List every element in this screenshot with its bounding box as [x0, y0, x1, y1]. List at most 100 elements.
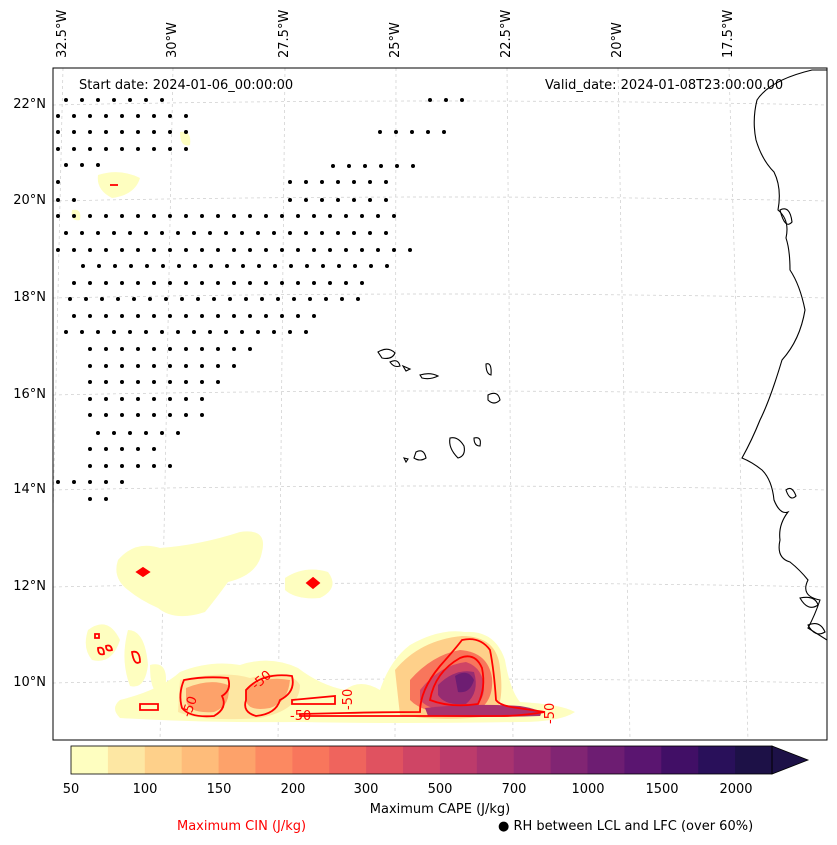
rh-dot: [264, 314, 268, 318]
rh-dot: [248, 281, 252, 285]
rh-dot: [244, 297, 248, 301]
africa-coastline: [741, 69, 827, 641]
rh-dot: [288, 198, 292, 202]
rh-dot: [112, 231, 116, 235]
rh-dot: [208, 330, 212, 334]
island-santo-antao: [377, 348, 396, 359]
rh-dot: [72, 281, 76, 285]
rh-dot: [80, 330, 84, 334]
rh-dot: [96, 330, 100, 334]
rh-dot: [72, 480, 76, 484]
colorbar-swatch: [292, 746, 330, 774]
rh-dot: [136, 130, 140, 134]
rh-dot: [320, 198, 324, 202]
rh-dot: [384, 180, 388, 184]
rh-dot: [184, 248, 188, 252]
cin-contour-labels: -50 -50 -50 -50 -50: [180, 668, 558, 724]
lat-label: 22°N: [13, 97, 46, 112]
rh-dot-field: [56, 98, 464, 501]
rh-dot: [180, 297, 184, 301]
rh-dot: [408, 248, 412, 252]
rh-dot: [304, 198, 308, 202]
rh-dot: [152, 214, 156, 218]
colorbar-tick: 100: [132, 782, 158, 797]
rh-dot: [184, 214, 188, 218]
rh-dot: [104, 447, 108, 451]
colorbar-tick: 1000: [571, 782, 605, 797]
rh-dot: [128, 98, 132, 102]
rh-dot: [56, 480, 60, 484]
island-boa-vista: [487, 392, 501, 404]
rh-dot: [104, 147, 108, 151]
rh-dot: [200, 380, 204, 384]
rh-dot: [216, 314, 220, 318]
rh-dot: [148, 297, 152, 301]
rh-dot: [304, 330, 308, 334]
colorbar-swatch: [403, 746, 441, 774]
rh-dot: [356, 297, 360, 301]
island-brava: [402, 457, 409, 464]
rh-dot: [168, 314, 172, 318]
rh-dot: [104, 413, 108, 417]
rh-dot: [385, 264, 389, 268]
rh-dot: [248, 347, 252, 351]
rh-dot: [296, 314, 300, 318]
colorbar-tick: 1500: [645, 782, 679, 797]
rh-dot: [120, 480, 124, 484]
cin-label: -50: [180, 694, 201, 719]
legend-cin: Maximum CIN (J/kg): [177, 819, 307, 834]
cin-label: -50: [543, 703, 558, 724]
rh-dot: [184, 147, 188, 151]
rh-dot: [168, 464, 172, 468]
colorbar-swatch: [735, 746, 773, 774]
rh-dot: [88, 397, 92, 401]
lon-label: 25°W: [388, 22, 403, 58]
rh-dot: [88, 497, 92, 501]
rh-dot: [280, 248, 284, 252]
rh-dot: [378, 130, 382, 134]
rh-dot: [88, 413, 92, 417]
colorbar-tick: 150: [206, 782, 232, 797]
rh-dot: [426, 130, 430, 134]
start-date: Start date: 2024-01-06_00:00:00: [79, 78, 294, 93]
rh-dot: [224, 231, 228, 235]
rh-dot: [84, 297, 88, 301]
rh-dot: [296, 248, 300, 252]
rh-dot: [64, 98, 68, 102]
rh-dot: [144, 431, 148, 435]
rh-dot: [184, 347, 188, 351]
rh-dot: [80, 231, 84, 235]
rh-dot: [240, 231, 244, 235]
rh-dot: [216, 364, 220, 368]
colorbar-swatch: [624, 746, 662, 774]
rh-dot: [304, 180, 308, 184]
colorbar-swatch: [144, 746, 183, 774]
rh-dot: [184, 380, 188, 384]
rh-dot: [56, 198, 60, 202]
rh-dot: [264, 248, 268, 252]
colorbar-frame: [70, 745, 773, 775]
colorbar-swatch: [218, 746, 256, 774]
rh-dot: [104, 214, 108, 218]
rh-dot: [72, 198, 76, 202]
rh-dot: [256, 330, 260, 334]
rh-dot: [88, 464, 92, 468]
rh-dot: [164, 297, 168, 301]
rh-dot: [232, 347, 236, 351]
rh-dot: [320, 231, 324, 235]
rh-dot: [152, 314, 156, 318]
rh-dot: [136, 380, 140, 384]
rh-dot: [344, 281, 348, 285]
rh-dot: [312, 314, 316, 318]
rh-dot: [384, 198, 388, 202]
valid-date: Valid_date: 2024-01-08T23:00:00.00: [545, 78, 784, 93]
rh-dot: [395, 164, 399, 168]
rh-dot: [240, 330, 244, 334]
rh-dot: [80, 98, 84, 102]
rh-dot: [200, 413, 204, 417]
rh-dot: [256, 231, 260, 235]
rh-dot: [152, 380, 156, 384]
rh-dot: [72, 248, 76, 252]
rh-dot: [200, 248, 204, 252]
rh-dot: [88, 480, 92, 484]
